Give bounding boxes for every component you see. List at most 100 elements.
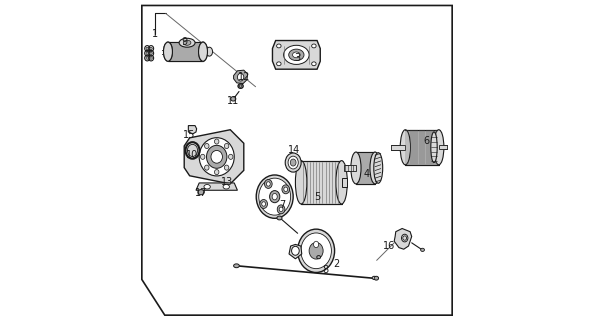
Text: 2: 2	[334, 259, 340, 268]
Ellipse shape	[292, 52, 300, 58]
Ellipse shape	[198, 42, 207, 61]
Ellipse shape	[150, 57, 152, 59]
Text: 5: 5	[315, 192, 321, 202]
Polygon shape	[273, 41, 320, 69]
Ellipse shape	[312, 44, 316, 48]
Ellipse shape	[403, 236, 407, 240]
Ellipse shape	[374, 153, 383, 183]
Ellipse shape	[239, 85, 242, 87]
Ellipse shape	[204, 165, 209, 170]
Ellipse shape	[290, 159, 296, 166]
Ellipse shape	[421, 248, 425, 252]
Ellipse shape	[184, 40, 191, 45]
Text: 1: 1	[152, 29, 158, 39]
Polygon shape	[233, 70, 248, 84]
Ellipse shape	[279, 207, 283, 212]
Ellipse shape	[179, 38, 195, 47]
Polygon shape	[188, 125, 197, 134]
Ellipse shape	[312, 62, 316, 66]
Bar	[342, 178, 347, 187]
Ellipse shape	[283, 45, 309, 64]
Ellipse shape	[256, 175, 293, 218]
Ellipse shape	[317, 256, 321, 259]
Text: 17: 17	[195, 188, 208, 198]
Ellipse shape	[225, 143, 229, 148]
Ellipse shape	[292, 246, 299, 255]
Ellipse shape	[163, 42, 172, 61]
Ellipse shape	[214, 170, 219, 175]
Ellipse shape	[214, 139, 219, 144]
Polygon shape	[196, 183, 238, 190]
Text: 10: 10	[186, 150, 198, 160]
Text: 4: 4	[364, 169, 370, 179]
Ellipse shape	[277, 44, 281, 48]
Ellipse shape	[370, 152, 380, 184]
Text: 6: 6	[423, 136, 429, 146]
Text: 13: 13	[221, 177, 233, 187]
Ellipse shape	[434, 130, 444, 165]
Ellipse shape	[402, 234, 408, 242]
Ellipse shape	[207, 145, 227, 168]
Bar	[301, 161, 342, 204]
Ellipse shape	[200, 154, 205, 159]
Ellipse shape	[146, 57, 148, 59]
Ellipse shape	[295, 161, 307, 204]
Ellipse shape	[277, 205, 285, 214]
Ellipse shape	[211, 150, 222, 163]
Ellipse shape	[309, 243, 323, 259]
Ellipse shape	[223, 185, 229, 189]
Ellipse shape	[150, 52, 152, 54]
Ellipse shape	[277, 62, 281, 66]
Ellipse shape	[150, 47, 152, 50]
Ellipse shape	[277, 216, 282, 220]
Ellipse shape	[284, 187, 287, 192]
Bar	[356, 152, 375, 184]
Ellipse shape	[204, 185, 210, 189]
Ellipse shape	[206, 47, 213, 56]
Text: 3: 3	[294, 53, 300, 63]
Text: 7: 7	[280, 200, 286, 210]
Ellipse shape	[198, 190, 204, 195]
Ellipse shape	[230, 97, 236, 101]
Ellipse shape	[351, 152, 361, 184]
Ellipse shape	[314, 241, 318, 248]
Polygon shape	[142, 5, 452, 315]
Ellipse shape	[225, 165, 229, 170]
Ellipse shape	[264, 180, 272, 188]
Ellipse shape	[336, 161, 347, 204]
Text: 15: 15	[183, 130, 195, 140]
Bar	[405, 130, 439, 165]
Ellipse shape	[372, 276, 376, 279]
Polygon shape	[394, 228, 412, 249]
Ellipse shape	[288, 156, 298, 169]
Ellipse shape	[400, 130, 410, 165]
Ellipse shape	[198, 42, 207, 61]
Ellipse shape	[301, 233, 331, 269]
Text: 11: 11	[227, 96, 239, 106]
Polygon shape	[289, 244, 302, 259]
Ellipse shape	[285, 153, 301, 172]
Ellipse shape	[289, 49, 304, 60]
Ellipse shape	[270, 191, 280, 203]
Ellipse shape	[272, 194, 277, 200]
Ellipse shape	[229, 154, 233, 159]
Ellipse shape	[204, 143, 209, 148]
Ellipse shape	[238, 73, 244, 81]
Ellipse shape	[260, 199, 267, 208]
Ellipse shape	[267, 182, 270, 186]
Ellipse shape	[163, 42, 172, 61]
Ellipse shape	[374, 276, 378, 280]
Ellipse shape	[199, 138, 234, 176]
Text: 14: 14	[287, 146, 300, 156]
Ellipse shape	[233, 264, 239, 268]
Ellipse shape	[262, 202, 266, 206]
Bar	[439, 145, 447, 149]
Text: 12: 12	[238, 72, 251, 82]
Ellipse shape	[282, 185, 289, 194]
Ellipse shape	[146, 52, 148, 54]
Ellipse shape	[259, 178, 290, 215]
Text: 9: 9	[182, 37, 188, 47]
Text: 16: 16	[383, 241, 396, 251]
Bar	[391, 145, 405, 150]
Ellipse shape	[431, 132, 437, 163]
